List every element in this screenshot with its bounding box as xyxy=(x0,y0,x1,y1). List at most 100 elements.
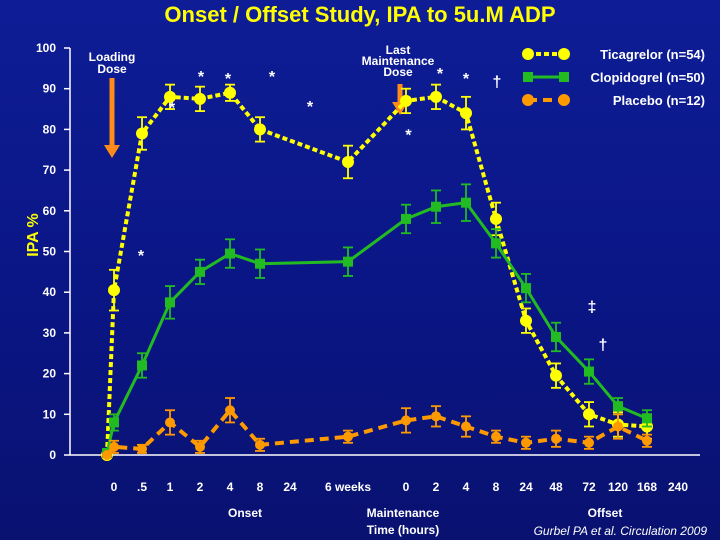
placebo-point xyxy=(401,415,411,426)
legend-clopidogrel-label: Clopidogrel (n=50) xyxy=(591,70,705,85)
x-tick-label: 2 xyxy=(433,480,440,494)
significance-star: * xyxy=(307,99,314,116)
last-dose-label: Dose xyxy=(383,65,413,79)
y-tick-label: 60 xyxy=(43,204,57,218)
y-tick-label: 30 xyxy=(43,326,57,340)
y-axis-label: IPA % xyxy=(25,213,42,257)
x-tick-label: 8 xyxy=(493,480,500,494)
ticagrelor-point xyxy=(490,212,502,225)
significance-star: * xyxy=(198,69,205,86)
clopidogrel-point xyxy=(401,213,411,224)
legend-clopidogrel-marker xyxy=(523,72,533,82)
x-tick-label: 4 xyxy=(227,480,234,494)
placebo-point xyxy=(343,431,353,442)
ticagrelor-point xyxy=(164,90,176,103)
ticagrelor-point xyxy=(136,127,148,140)
legend-ticagrelor-marker xyxy=(558,48,570,60)
significance-star: * xyxy=(225,71,232,88)
x-tick-label: 168 xyxy=(637,480,657,494)
x-tick-label: 24 xyxy=(519,480,533,494)
clopidogrel-point xyxy=(255,258,265,269)
legend-ticagrelor-label: Ticagrelor (n=54) xyxy=(600,47,705,62)
legend-placebo-label: Placebo (n=12) xyxy=(613,93,705,108)
y-tick-label: 10 xyxy=(43,407,57,421)
legend-placebo-marker xyxy=(558,94,570,106)
ticagrelor-point xyxy=(430,90,442,103)
y-tick-label: 70 xyxy=(43,163,57,177)
last-dose-label: Last xyxy=(386,43,411,57)
placebo-point xyxy=(255,439,265,450)
clopidogrel-point xyxy=(195,266,205,277)
loading-dose-arrow-shaft xyxy=(109,78,115,146)
x-tick-label: 240 xyxy=(668,480,688,494)
placebo-point xyxy=(137,443,147,454)
y-tick-label: 40 xyxy=(43,285,57,299)
ticagrelor-point xyxy=(583,408,595,421)
last-dose-label: Maintenance xyxy=(362,54,435,68)
placebo-point xyxy=(491,431,501,442)
loading-dose-arrow-head xyxy=(104,145,120,158)
x-tick-label: 24 xyxy=(283,480,297,494)
placebo-point xyxy=(431,411,441,422)
significance-star: * xyxy=(463,71,470,88)
clopidogrel-point xyxy=(137,360,147,371)
citation: Gurbel PA et al. Circulation 2009 xyxy=(534,524,708,538)
clopidogrel-point xyxy=(165,297,175,308)
x-axis-label: Time (hours) xyxy=(367,523,439,537)
legend-clopidogrel-marker xyxy=(559,72,569,82)
clopidogrel-point xyxy=(521,283,531,294)
placebo-point xyxy=(109,441,119,452)
placebo-point xyxy=(584,437,594,448)
x-group-maintenance: Maintenance xyxy=(367,506,440,520)
ticagrelor-point xyxy=(460,107,472,120)
clopidogrel-point xyxy=(225,248,235,259)
clopidogrel-point xyxy=(613,401,623,412)
placebo-line xyxy=(105,407,262,457)
clopidogrel-point xyxy=(431,201,441,212)
clopidogrel-line xyxy=(105,251,261,454)
ticagrelor-point xyxy=(342,155,354,168)
x-tick-label: 48 xyxy=(549,480,563,494)
legend: Ticagrelor (n=54) Clopidogrel (n=50) Place… xyxy=(522,47,705,108)
placebo-point xyxy=(613,421,623,432)
x-tick-label: 0 xyxy=(111,480,118,494)
legend-placebo-marker xyxy=(522,94,534,106)
x-tick-label: .5 xyxy=(137,480,147,494)
chart-title: Onset / Offset Study, IPA to 5u.M ADP xyxy=(164,2,556,27)
significance-star: * xyxy=(437,66,444,83)
significance-dagger: † xyxy=(493,74,502,91)
ticagrelor-point xyxy=(520,314,532,327)
significance-star: * xyxy=(269,69,276,86)
y-tick-label: 50 xyxy=(43,245,57,259)
placebo-point xyxy=(195,441,205,452)
x-tick-label: 1 xyxy=(167,480,174,494)
clopidogrel-point xyxy=(461,197,471,208)
significance-star: * xyxy=(138,248,145,265)
last-dose-arrow-shaft xyxy=(397,84,403,103)
y-tick-label: 90 xyxy=(43,82,57,96)
placebo-point xyxy=(551,433,561,444)
placebo-point xyxy=(225,405,235,416)
clopidogrel-point xyxy=(109,417,119,428)
placebo-point xyxy=(102,450,112,460)
x-tick-label: 120 xyxy=(608,480,628,494)
ticagrelor-point xyxy=(194,92,206,105)
clopidogrel-point xyxy=(343,256,353,267)
loading-dose-label: Loading xyxy=(89,50,136,64)
y-tick-label: 20 xyxy=(43,367,57,381)
ticagrelor-point xyxy=(400,94,412,107)
placebo-point xyxy=(521,437,531,448)
ticagrelor-point xyxy=(254,123,266,136)
significance-star: * xyxy=(403,127,421,139)
x-tick-label: 0 xyxy=(403,480,410,494)
x-group-offset: Offset xyxy=(588,506,623,520)
ticagrelor-point xyxy=(550,369,562,382)
placebo-point xyxy=(642,435,652,446)
ticagrelor-point xyxy=(224,86,236,99)
x-tick-label: 6 weeks xyxy=(325,480,371,494)
x-group-onset: Onset xyxy=(228,506,262,520)
placebo-point xyxy=(165,417,175,428)
significance-star: * xyxy=(169,100,176,117)
y-tick-label: 0 xyxy=(49,448,56,462)
